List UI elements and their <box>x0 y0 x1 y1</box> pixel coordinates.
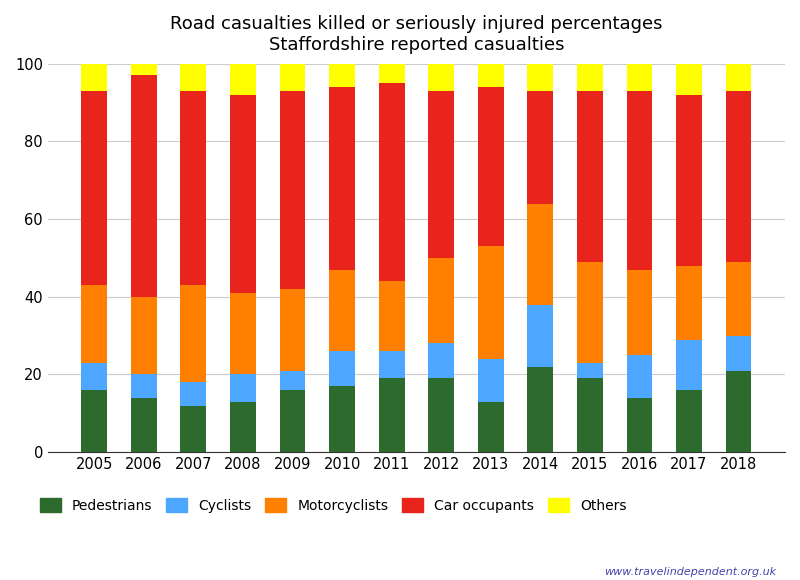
Bar <box>378 83 405 281</box>
Bar <box>527 367 554 452</box>
Bar <box>329 386 355 452</box>
Bar <box>131 64 157 75</box>
Bar <box>428 343 454 378</box>
Legend: Pedestrians, Cyclists, Motorcyclists, Car occupants, Others: Pedestrians, Cyclists, Motorcyclists, Ca… <box>40 498 626 513</box>
Bar <box>230 64 256 95</box>
Bar <box>329 351 355 386</box>
Bar <box>280 371 306 390</box>
Bar <box>181 64 206 91</box>
Bar <box>378 351 405 378</box>
Bar <box>527 91 554 204</box>
Bar <box>230 95 256 293</box>
Text: www.travelindependent.org.uk: www.travelindependent.org.uk <box>604 567 776 577</box>
Bar <box>527 204 554 304</box>
Bar <box>478 402 504 452</box>
Bar <box>428 258 454 343</box>
Bar <box>626 355 652 398</box>
Bar <box>726 371 751 452</box>
Bar <box>378 64 405 83</box>
Bar <box>131 75 157 297</box>
Bar <box>280 64 306 91</box>
Bar <box>82 91 107 285</box>
Bar <box>527 64 554 91</box>
Bar <box>82 363 107 390</box>
Bar <box>577 363 602 378</box>
Bar <box>230 375 256 402</box>
Bar <box>131 375 157 398</box>
Bar <box>626 398 652 452</box>
Bar <box>428 91 454 258</box>
Bar <box>626 270 652 355</box>
Bar <box>577 262 602 363</box>
Bar <box>329 270 355 351</box>
Bar <box>527 304 554 367</box>
Bar <box>726 91 751 262</box>
Bar <box>280 91 306 289</box>
Bar <box>726 336 751 371</box>
Bar <box>428 64 454 91</box>
Bar <box>181 382 206 405</box>
Bar <box>577 378 602 452</box>
Bar <box>82 285 107 363</box>
Bar <box>676 64 702 95</box>
Bar <box>626 91 652 270</box>
Title: Road casualties killed or seriously injured percentages
Staffordshire reported c: Road casualties killed or seriously inju… <box>170 15 662 54</box>
Bar <box>230 402 256 452</box>
Bar <box>478 87 504 246</box>
Bar <box>676 95 702 266</box>
Bar <box>378 378 405 452</box>
Bar <box>626 64 652 91</box>
Bar <box>577 91 602 262</box>
Bar <box>478 246 504 359</box>
Bar <box>676 390 702 452</box>
Bar <box>181 91 206 285</box>
Bar <box>329 64 355 87</box>
Bar <box>280 289 306 371</box>
Bar <box>478 359 504 402</box>
Bar <box>428 378 454 452</box>
Bar <box>726 64 751 91</box>
Bar <box>82 390 107 452</box>
Bar <box>181 285 206 382</box>
Bar <box>378 281 405 351</box>
Bar <box>676 339 702 390</box>
Bar <box>577 64 602 91</box>
Bar <box>82 64 107 91</box>
Bar <box>676 266 702 339</box>
Bar <box>181 405 206 452</box>
Bar <box>726 262 751 336</box>
Bar <box>131 398 157 452</box>
Bar <box>230 293 256 375</box>
Bar <box>131 297 157 375</box>
Bar <box>280 390 306 452</box>
Bar <box>329 87 355 270</box>
Bar <box>478 64 504 87</box>
